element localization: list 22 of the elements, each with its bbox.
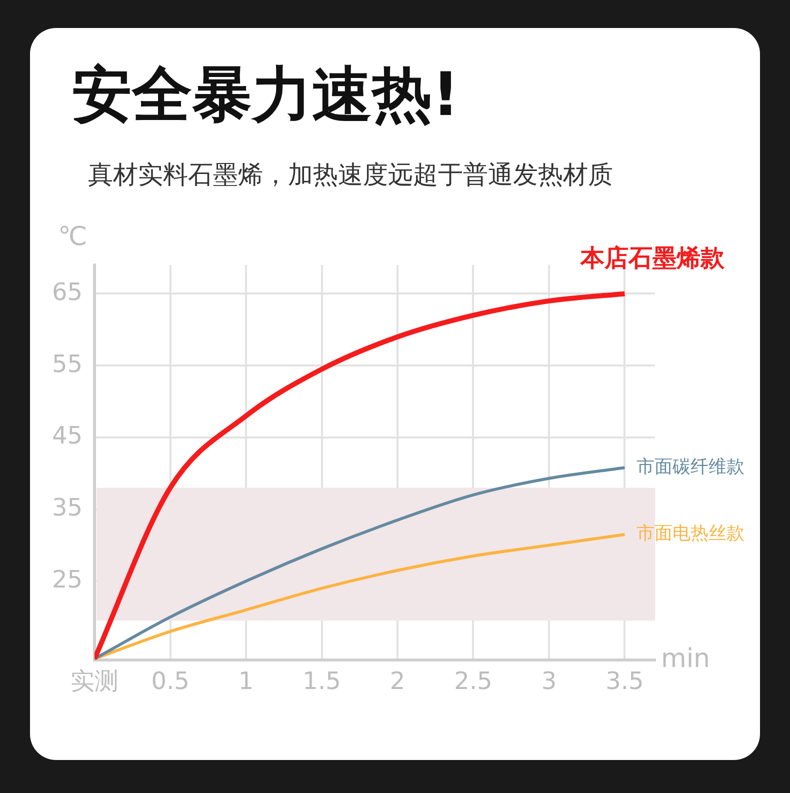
y-tick-label: 65 [52,278,83,306]
x-tick-label: 2.5 [454,666,492,695]
x-tick-label: 2 [390,666,406,695]
x-tick-label: 3 [541,666,557,695]
line-series [94,532,626,660]
x-tick-label: 3.5 [606,666,644,695]
y-tick-label: 25 [52,565,83,594]
x-tick-label: 实测 [70,666,119,695]
x-tick-label: 0.5 [151,666,190,695]
x-axis-title: min [661,644,710,674]
series-label: 市面电热丝款 [636,523,745,544]
line-series [94,466,626,660]
y-tick-label: 45 [52,422,83,450]
chart-subtitle: 真材实料石墨烯，加热速度远超于普通发热材质 [88,159,613,191]
series-label: 市面碳纤维款 [636,456,745,478]
y-axis-title: ℃ [58,222,88,252]
y-tick-label: 55 [52,350,83,378]
chart-title: 安全暴力速热! [72,59,460,132]
series-label: 本店石墨烯款 [580,244,726,272]
x-tick-label: 1 [238,666,254,695]
x-tick-label: 1.5 [302,666,341,695]
y-tick-label: 35 [52,494,83,522]
